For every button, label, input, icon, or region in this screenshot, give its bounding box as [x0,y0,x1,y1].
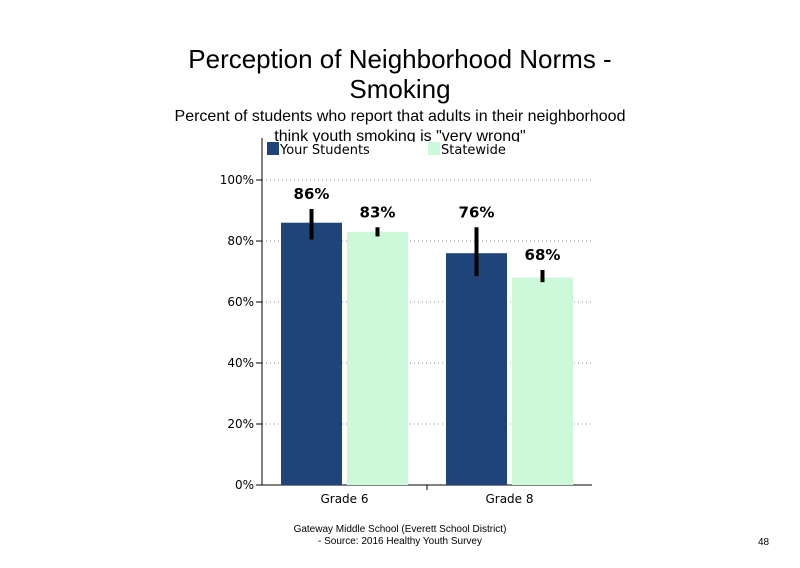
data-label: 83% [360,203,396,221]
data-label: 68% [525,246,561,264]
bar [512,277,573,485]
legend-swatch [428,142,440,155]
legend-label: Your Students [279,143,370,158]
data-label: 76% [459,203,495,221]
legend-label: Statewide [441,143,506,158]
chart-title-line2: Smoking [349,74,451,104]
y-tick-label: 0% [235,478,254,492]
footer-line1: Gateway Middle School (Everett School Di… [293,524,507,535]
x-tick-label: Grade 6 [320,492,368,506]
y-tick-label: 20% [227,417,254,431]
footer-source: Gateway Middle School (Everett School Di… [200,524,600,548]
chart-title: Perception of Neighborhood Norms - Smoki… [150,44,650,104]
bar [347,231,408,485]
y-tick-label: 40% [227,356,254,370]
data-label: 86% [294,185,330,203]
footer-line2: - Source: 2016 Healthy Youth Survey [318,536,482,547]
chart-subtitle-line2: think youth smoking is "very wrong" [274,128,526,142]
bar [446,253,507,485]
y-tick-label: 80% [227,234,254,248]
chart-title-line1: Perception of Neighborhood Norms - [188,44,612,74]
x-tick-label: Grade 8 [485,492,533,506]
bar [281,222,342,485]
chart-subtitle: Percent of students who report that adul… [140,107,660,142]
page-number: 48 [758,537,770,548]
legend-swatch [267,142,279,155]
y-tick-label: 60% [227,295,254,309]
chart-subtitle-line1: Percent of students who report that adul… [174,108,626,125]
y-tick-label: 100% [220,173,254,187]
